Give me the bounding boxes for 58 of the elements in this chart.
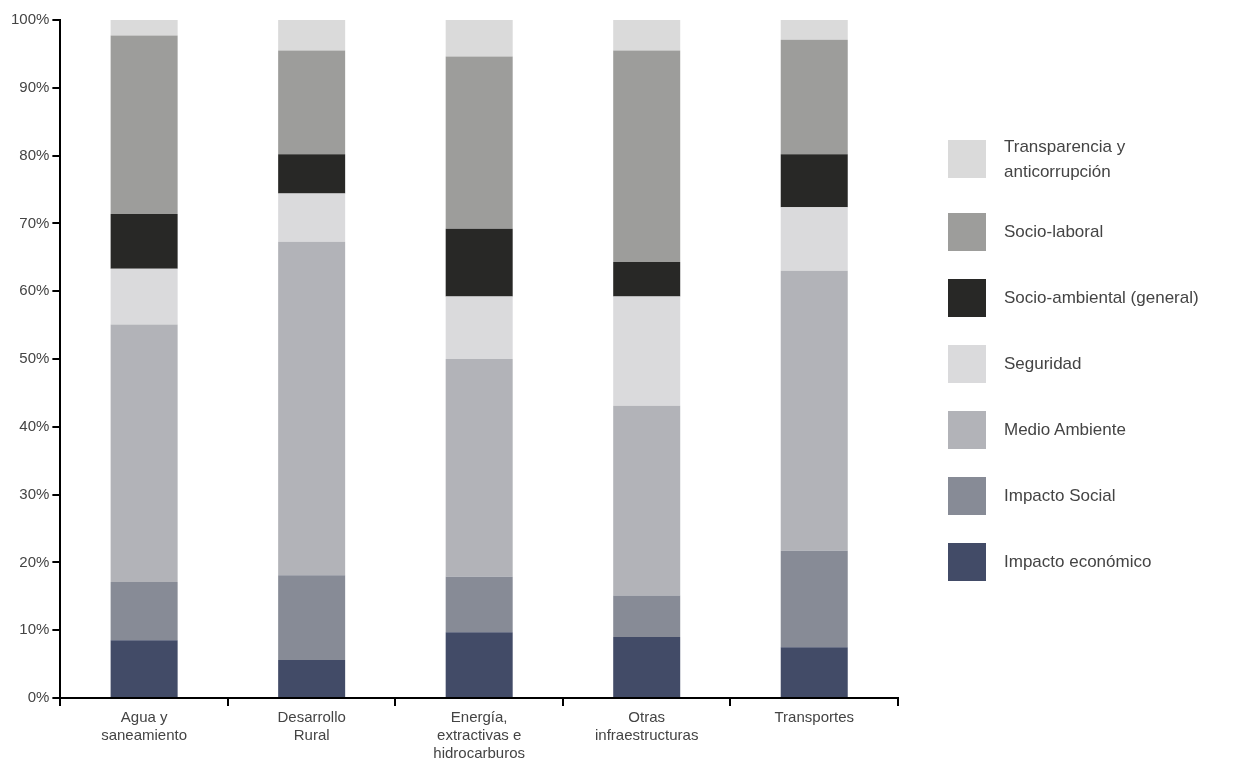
x-tick-label: Desarrollo Rural bbox=[277, 708, 346, 744]
bar bbox=[278, 154, 346, 194]
bar bbox=[110, 213, 178, 269]
legend-label: Impacto Social bbox=[1004, 484, 1117, 507]
y-tick-label: 50% bbox=[19, 349, 50, 367]
bar bbox=[278, 241, 346, 576]
bar bbox=[613, 405, 681, 596]
y-tick-label: 80% bbox=[19, 145, 50, 163]
bar bbox=[780, 154, 848, 208]
legend-label: Socio-laboral bbox=[1004, 220, 1105, 243]
bar bbox=[445, 576, 513, 633]
bar bbox=[780, 647, 848, 697]
bar bbox=[110, 324, 178, 583]
x-tick-label: Energía, extractivas e hidrocarburos bbox=[433, 708, 526, 762]
legend-label: Medio Ambiente bbox=[1004, 418, 1127, 441]
bar bbox=[613, 262, 681, 297]
bar bbox=[110, 640, 178, 697]
bar bbox=[780, 39, 848, 155]
bar bbox=[613, 20, 681, 51]
bar bbox=[110, 582, 178, 641]
bar bbox=[445, 296, 513, 359]
bar bbox=[445, 632, 513, 697]
y-tick-label: 100% bbox=[10, 10, 50, 28]
x-tick-label: Otras infraestructuras bbox=[595, 708, 699, 744]
bar bbox=[110, 268, 178, 325]
bar bbox=[445, 20, 513, 57]
x-tick-label: Agua y saneamiento bbox=[101, 708, 188, 744]
legend-label: Seguridad bbox=[1004, 352, 1083, 375]
bar bbox=[278, 50, 346, 155]
legend-label: Socio-ambiental (general) bbox=[1004, 286, 1200, 309]
y-tick-label: 70% bbox=[19, 213, 50, 231]
y-tick-label: 60% bbox=[19, 281, 50, 299]
bar bbox=[445, 228, 513, 297]
y-tick-label: 30% bbox=[19, 484, 50, 502]
x-tick-label: Transportes bbox=[774, 708, 854, 726]
bar bbox=[278, 20, 346, 51]
bar bbox=[780, 270, 848, 551]
y-tick-label: 10% bbox=[19, 620, 50, 638]
bar bbox=[613, 50, 681, 263]
bar bbox=[445, 56, 513, 229]
bar bbox=[613, 636, 681, 697]
legend-label: Transparencia y anticorrupción bbox=[1004, 135, 1127, 183]
bar bbox=[445, 359, 513, 577]
bar bbox=[780, 550, 848, 648]
y-tick-label: 20% bbox=[19, 552, 50, 570]
bar bbox=[110, 35, 178, 214]
y-tick-label: 90% bbox=[19, 77, 50, 95]
bar bbox=[278, 575, 346, 661]
bar bbox=[613, 296, 681, 406]
y-tick-label: 40% bbox=[19, 416, 50, 434]
bar bbox=[780, 20, 848, 40]
bar bbox=[613, 595, 681, 637]
bar bbox=[780, 207, 848, 271]
legend-label: Impacto económico bbox=[1004, 550, 1153, 573]
bar bbox=[278, 660, 346, 697]
bar bbox=[110, 20, 178, 36]
bar bbox=[278, 193, 346, 242]
y-tick-label: 0% bbox=[27, 688, 50, 706]
